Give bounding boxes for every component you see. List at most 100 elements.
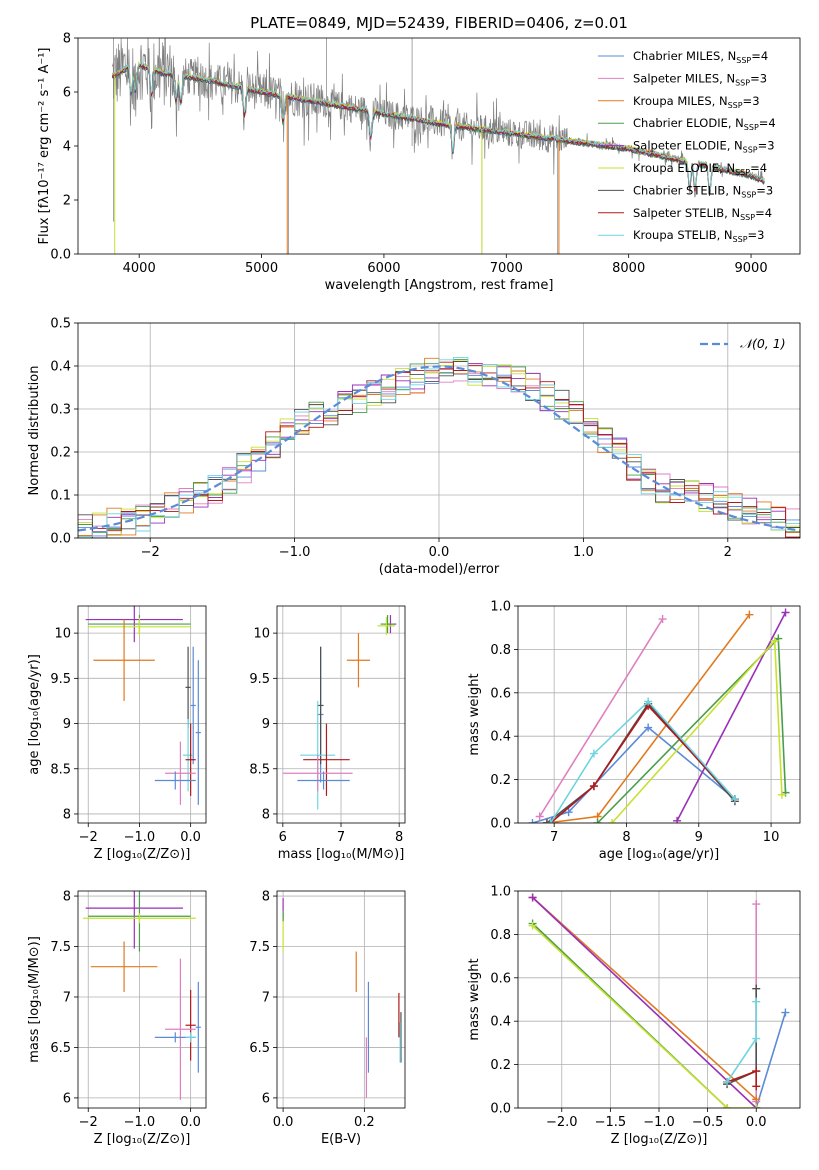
y-tick-label: 1.0 [490, 600, 511, 615]
weight-line [532, 896, 757, 1108]
y-tick-label: 8 [63, 32, 71, 47]
weight-line [546, 614, 751, 823]
legend-model-name: Kroupa MILES [633, 94, 712, 108]
legend-n: , N [720, 49, 736, 63]
legend-label: Salpeter STELIB, NSSP=4 [633, 206, 772, 222]
legend-n: , N [712, 94, 728, 108]
y-tick-label: 6 [63, 1091, 71, 1106]
x-tick-label: 1.0 [573, 545, 594, 560]
plus-marker [723, 1077, 732, 1086]
errorbar-point [85, 606, 183, 643]
plus-marker [745, 610, 754, 619]
legend-label: Salpeter ELODIE, NSSP=3 [633, 139, 775, 155]
x-axis-label: Z [log₁₀(Z/Z⊙)] [94, 847, 191, 862]
legend-nssp: 3 [757, 228, 764, 242]
y-tick-label: 0.4 [490, 730, 511, 745]
plus-marker [730, 795, 739, 804]
x-tick-label: 0.0 [180, 830, 201, 845]
legend: 𝒩(0, 1) [700, 336, 786, 351]
legend-label: Kroupa ELODIE, NSSP=4 [633, 161, 767, 177]
weight-line [532, 925, 757, 1108]
plot-area-age-vs-mass [282, 615, 397, 810]
x-tick-label: −1.5 [595, 1115, 627, 1130]
errorbar-point [346, 633, 371, 688]
axes-frame [276, 605, 406, 824]
errorbar-point [182, 719, 194, 792]
y-axis-label: age [log₁₀(age/yr)] [27, 654, 42, 775]
plus-marker [542, 819, 551, 823]
y-tick-label: 0.4 [490, 1015, 511, 1030]
legend-n: , N [728, 116, 744, 130]
plus-marker [528, 819, 537, 823]
plus-marker [752, 1034, 761, 1043]
plus-marker [644, 697, 653, 706]
x-tick-label: −2.0 [546, 1115, 578, 1130]
axes-weight-vs-Z: −2.0 −1.5 −1.0 −0.5 0.0 0.0 0.2 0.4 0.6 0.8 1.0 Z [… [467, 885, 801, 1147]
legend-label: 𝒩(0, 1) [740, 336, 786, 351]
plus-marker [644, 723, 653, 732]
y-tick-label: 0.8 [490, 643, 511, 658]
legend-label: Salpeter MILES, NSSP=3 [633, 71, 767, 87]
normal-curve [78, 365, 800, 532]
weight-line [755, 1012, 787, 1108]
plus-marker [752, 984, 761, 993]
legend-model-name: Salpeter STELIB [633, 206, 724, 220]
errorbar-point [165, 741, 196, 805]
y-tick-label: 0.5 [50, 317, 71, 332]
plus-marker [777, 790, 786, 799]
y-tick-label: 0.6 [490, 971, 511, 986]
legend-label: Chabrier MILES, NSSP=4 [633, 49, 768, 65]
plus-marker [752, 1104, 761, 1108]
weight-line [532, 896, 757, 1100]
legend-model-name: Chabrier ELODIE [633, 116, 728, 130]
legend-model-name: Kroupa ELODIE [633, 161, 719, 175]
plus-marker [535, 812, 544, 821]
histogram-steps [78, 361, 800, 538]
errorbar-point [154, 771, 196, 790]
plus-marker [781, 1008, 790, 1017]
axes-mass-vs-EBV: 0.0 0.2 6 6.5 7 7.5 8 E(B-V) [249, 890, 406, 1147]
axes-residual-histogram: −2 −1.0 0.0 1.0 2 0.0 0.1 0.2 0.3 0.4 0.5 (data-mod… [27, 317, 801, 577]
x-tick-label: 7000 [490, 261, 523, 276]
legend-eq: = [743, 94, 753, 108]
axes-frame [77, 890, 207, 1109]
legend-nssp: 3 [760, 71, 767, 85]
plus-marker [752, 997, 761, 1006]
legend-nssp: 4 [761, 49, 768, 63]
plus-marker [752, 1082, 761, 1091]
x-tick-label: 0.0 [180, 1115, 201, 1130]
errorbar-point [83, 913, 196, 924]
plus-marker [528, 893, 537, 902]
legend-label: Kroupa MILES, NSSP=3 [633, 94, 760, 110]
weight-line [726, 1001, 757, 1083]
errorbar-point [90, 941, 158, 992]
plus-marker [752, 1067, 761, 1076]
axes-mass-vs-Z: −2 −1.0 0.0 6 6.5 7 7.5 8 Z [log₁₀(Z/Z⊙)] mass [l… [27, 890, 207, 1147]
y-tick-label: 8 [262, 807, 270, 822]
plus-marker [546, 819, 555, 823]
y-tick-label: 8 [63, 807, 71, 822]
legend-n: , N [727, 139, 743, 153]
errorbar-point [85, 891, 183, 949]
y-tick-label: 6 [63, 86, 71, 101]
errorbar-point [93, 619, 155, 701]
axes-age-vs-Z: −2 −1.0 0.0 8 8.5 9 9.5 10 Z [log₁₀(Z/Z⊙)] age [l… [27, 605, 207, 862]
errorbar-point [165, 958, 196, 1100]
weight-line [539, 618, 664, 817]
y-tick-label: 7 [262, 990, 270, 1005]
x-axis-label: Z [log₁₀(Z/Z⊙)] [94, 1132, 191, 1147]
y-tick-label: 8.5 [249, 762, 270, 777]
y-tick-label: 8.5 [50, 762, 71, 777]
errorbar-point [185, 1032, 196, 1043]
y-tick-label: 0.6 [490, 686, 511, 701]
y-tick-label: 9 [63, 717, 71, 732]
histogram-steps [78, 360, 800, 538]
plot-area-age-vs-Z [85, 606, 201, 805]
model-line [111, 64, 765, 197]
weight-line [726, 988, 757, 1085]
legend-eq: = [756, 183, 766, 197]
weight-line [549, 704, 736, 823]
legend-nssp: 3 [766, 183, 773, 197]
x-tick-label: 0.2 [354, 1115, 375, 1130]
x-tick-label: 10 [763, 830, 780, 845]
